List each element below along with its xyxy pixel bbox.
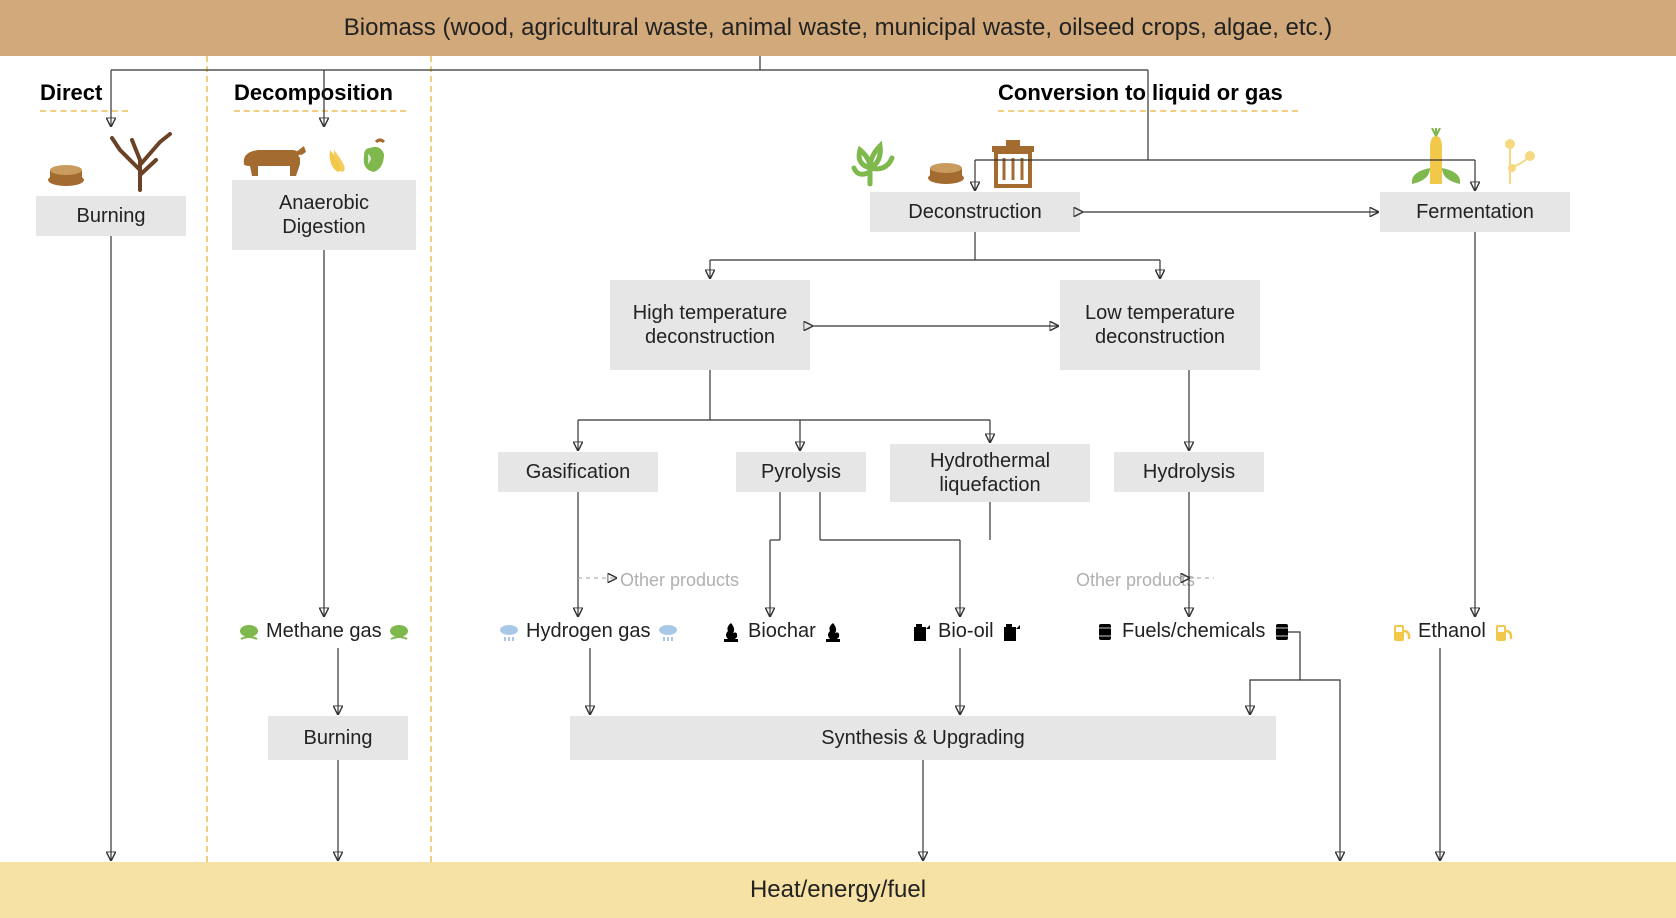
node-hydrothermal: Hydrothermal liquefaction — [890, 444, 1090, 502]
node-low-temp: Low temperature deconstruction — [1060, 280, 1260, 370]
node-fermentation: Fermentation — [1380, 192, 1570, 232]
product-methane: Methane gas — [238, 620, 410, 643]
fuel-pump-icon — [1492, 621, 1514, 643]
corn-flower-icon — [1390, 128, 1590, 192]
node-anaerobic: Anaerobic Digestion — [232, 180, 416, 250]
oil-can-icon — [910, 621, 932, 643]
product-biochar: Biochar — [720, 620, 844, 643]
divider-1 — [206, 56, 208, 862]
node-synthesis: Synthesis & Upgrading — [570, 716, 1276, 760]
header-direct: Direct — [40, 80, 128, 112]
gas-cloud-icon — [388, 621, 410, 643]
fermentation-icons — [1390, 128, 1590, 197]
node-high-temp: High temperature deconstruction — [610, 280, 810, 370]
barrel-icon — [1094, 621, 1116, 643]
direct-icons — [40, 130, 190, 199]
node-deconstruction: Deconstruction — [870, 192, 1080, 232]
top-banner-text: Biomass (wood, agricultural waste, anima… — [344, 14, 1332, 42]
cow-waste-icon — [234, 130, 434, 182]
top-banner: Biomass (wood, agricultural waste, anima… — [0, 0, 1676, 56]
other-right: Other products — [1076, 570, 1195, 591]
node-gasification: Gasification — [498, 452, 658, 492]
barrel-icon — [1271, 621, 1293, 643]
product-ethanol: Ethanol — [1390, 620, 1514, 643]
header-conversion: Conversion to liquid or gas — [998, 80, 1298, 112]
gas-cloud-icon — [498, 621, 520, 643]
decomposition-icons — [234, 130, 434, 187]
node-hydrolysis: Hydrolysis — [1114, 452, 1264, 492]
fire-icon — [822, 621, 844, 643]
bottom-banner-text: Heat/energy/fuel — [750, 876, 926, 904]
oil-can-icon — [1000, 621, 1022, 643]
product-biooil: Bio-oil — [910, 620, 1022, 643]
node-pyrolysis: Pyrolysis — [736, 452, 866, 492]
bottom-banner: Heat/energy/fuel — [0, 862, 1676, 918]
header-decomposition: Decomposition — [234, 80, 406, 112]
algae-stump-trash-icon — [846, 128, 1076, 192]
node-burning2: Burning — [268, 716, 408, 760]
product-hydrogen: Hydrogen gas — [498, 620, 679, 643]
fire-icon — [720, 621, 742, 643]
gas-cloud-icon — [238, 621, 260, 643]
node-burning1: Burning — [36, 196, 186, 236]
gas-cloud-icon — [657, 621, 679, 643]
product-fuels: Fuels/chemicals — [1094, 620, 1293, 643]
stump-tree-icon — [40, 130, 190, 194]
deconstruction-icons — [846, 128, 1076, 197]
fuel-pump-icon — [1390, 621, 1412, 643]
other-left: Other products — [620, 570, 739, 591]
